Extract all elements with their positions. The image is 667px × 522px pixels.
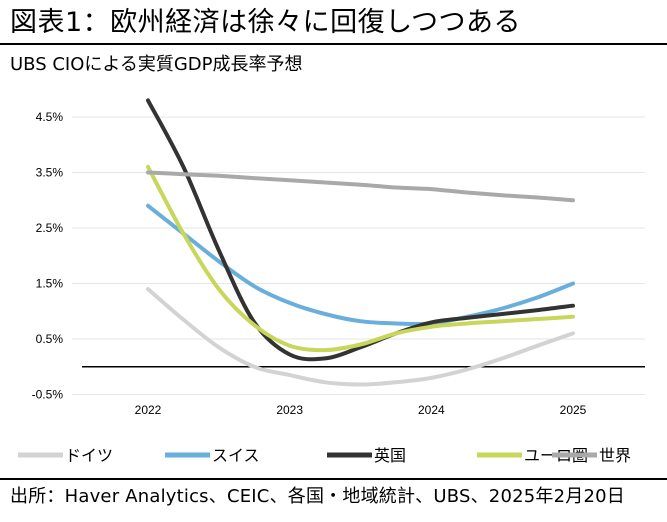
x-tick-label: 2022 [135, 403, 162, 417]
y-tick-label: 2.5% [36, 221, 64, 235]
figure-title: 図表1：欧州経済は徐々に回復しつつある [10, 7, 522, 38]
legend-label-germany: ドイツ [65, 446, 113, 465]
figure-subtitle: UBS CIOによる実質GDP成長率予想 [10, 54, 303, 75]
series-line-world [146, 170, 575, 203]
x-tick-label: 2024 [418, 403, 445, 417]
series-line-germany [146, 287, 575, 387]
x-axis-ticks: 2022 2023 2024 2025 [135, 403, 587, 417]
y-tick-label: 3.5% [36, 166, 64, 180]
y-tick-label: 1.5% [36, 277, 64, 291]
legend-label-uk: 英国 [374, 446, 406, 465]
y-axis-ticks: 4.5% 3.5% 2.5% 1.5% 0.5% -0.5% [32, 110, 64, 402]
y-tick-label: -0.5% [32, 388, 64, 402]
series-line-eurozone [146, 164, 575, 353]
source-rule [0, 478, 667, 480]
y-tick-label: 0.5% [36, 332, 64, 346]
y-tick-label: 4.5% [36, 110, 64, 124]
title-rule [0, 43, 667, 45]
series-lines [146, 98, 575, 387]
legend-label-world: 世界 [599, 446, 631, 465]
legend-label-switzerland: スイス [212, 446, 260, 465]
x-tick-label: 2023 [276, 403, 303, 417]
series-line-uk [146, 98, 575, 362]
series-line-switzerland [146, 203, 575, 327]
legend: ドイツスイス英国ユーロ圏世界 [18, 446, 631, 465]
source-note: 出所：Haver Analytics、CEIC、各国・地域統計、UBS、2025… [10, 486, 625, 507]
x-tick-label: 2025 [560, 403, 587, 417]
grid [72, 116, 645, 395]
